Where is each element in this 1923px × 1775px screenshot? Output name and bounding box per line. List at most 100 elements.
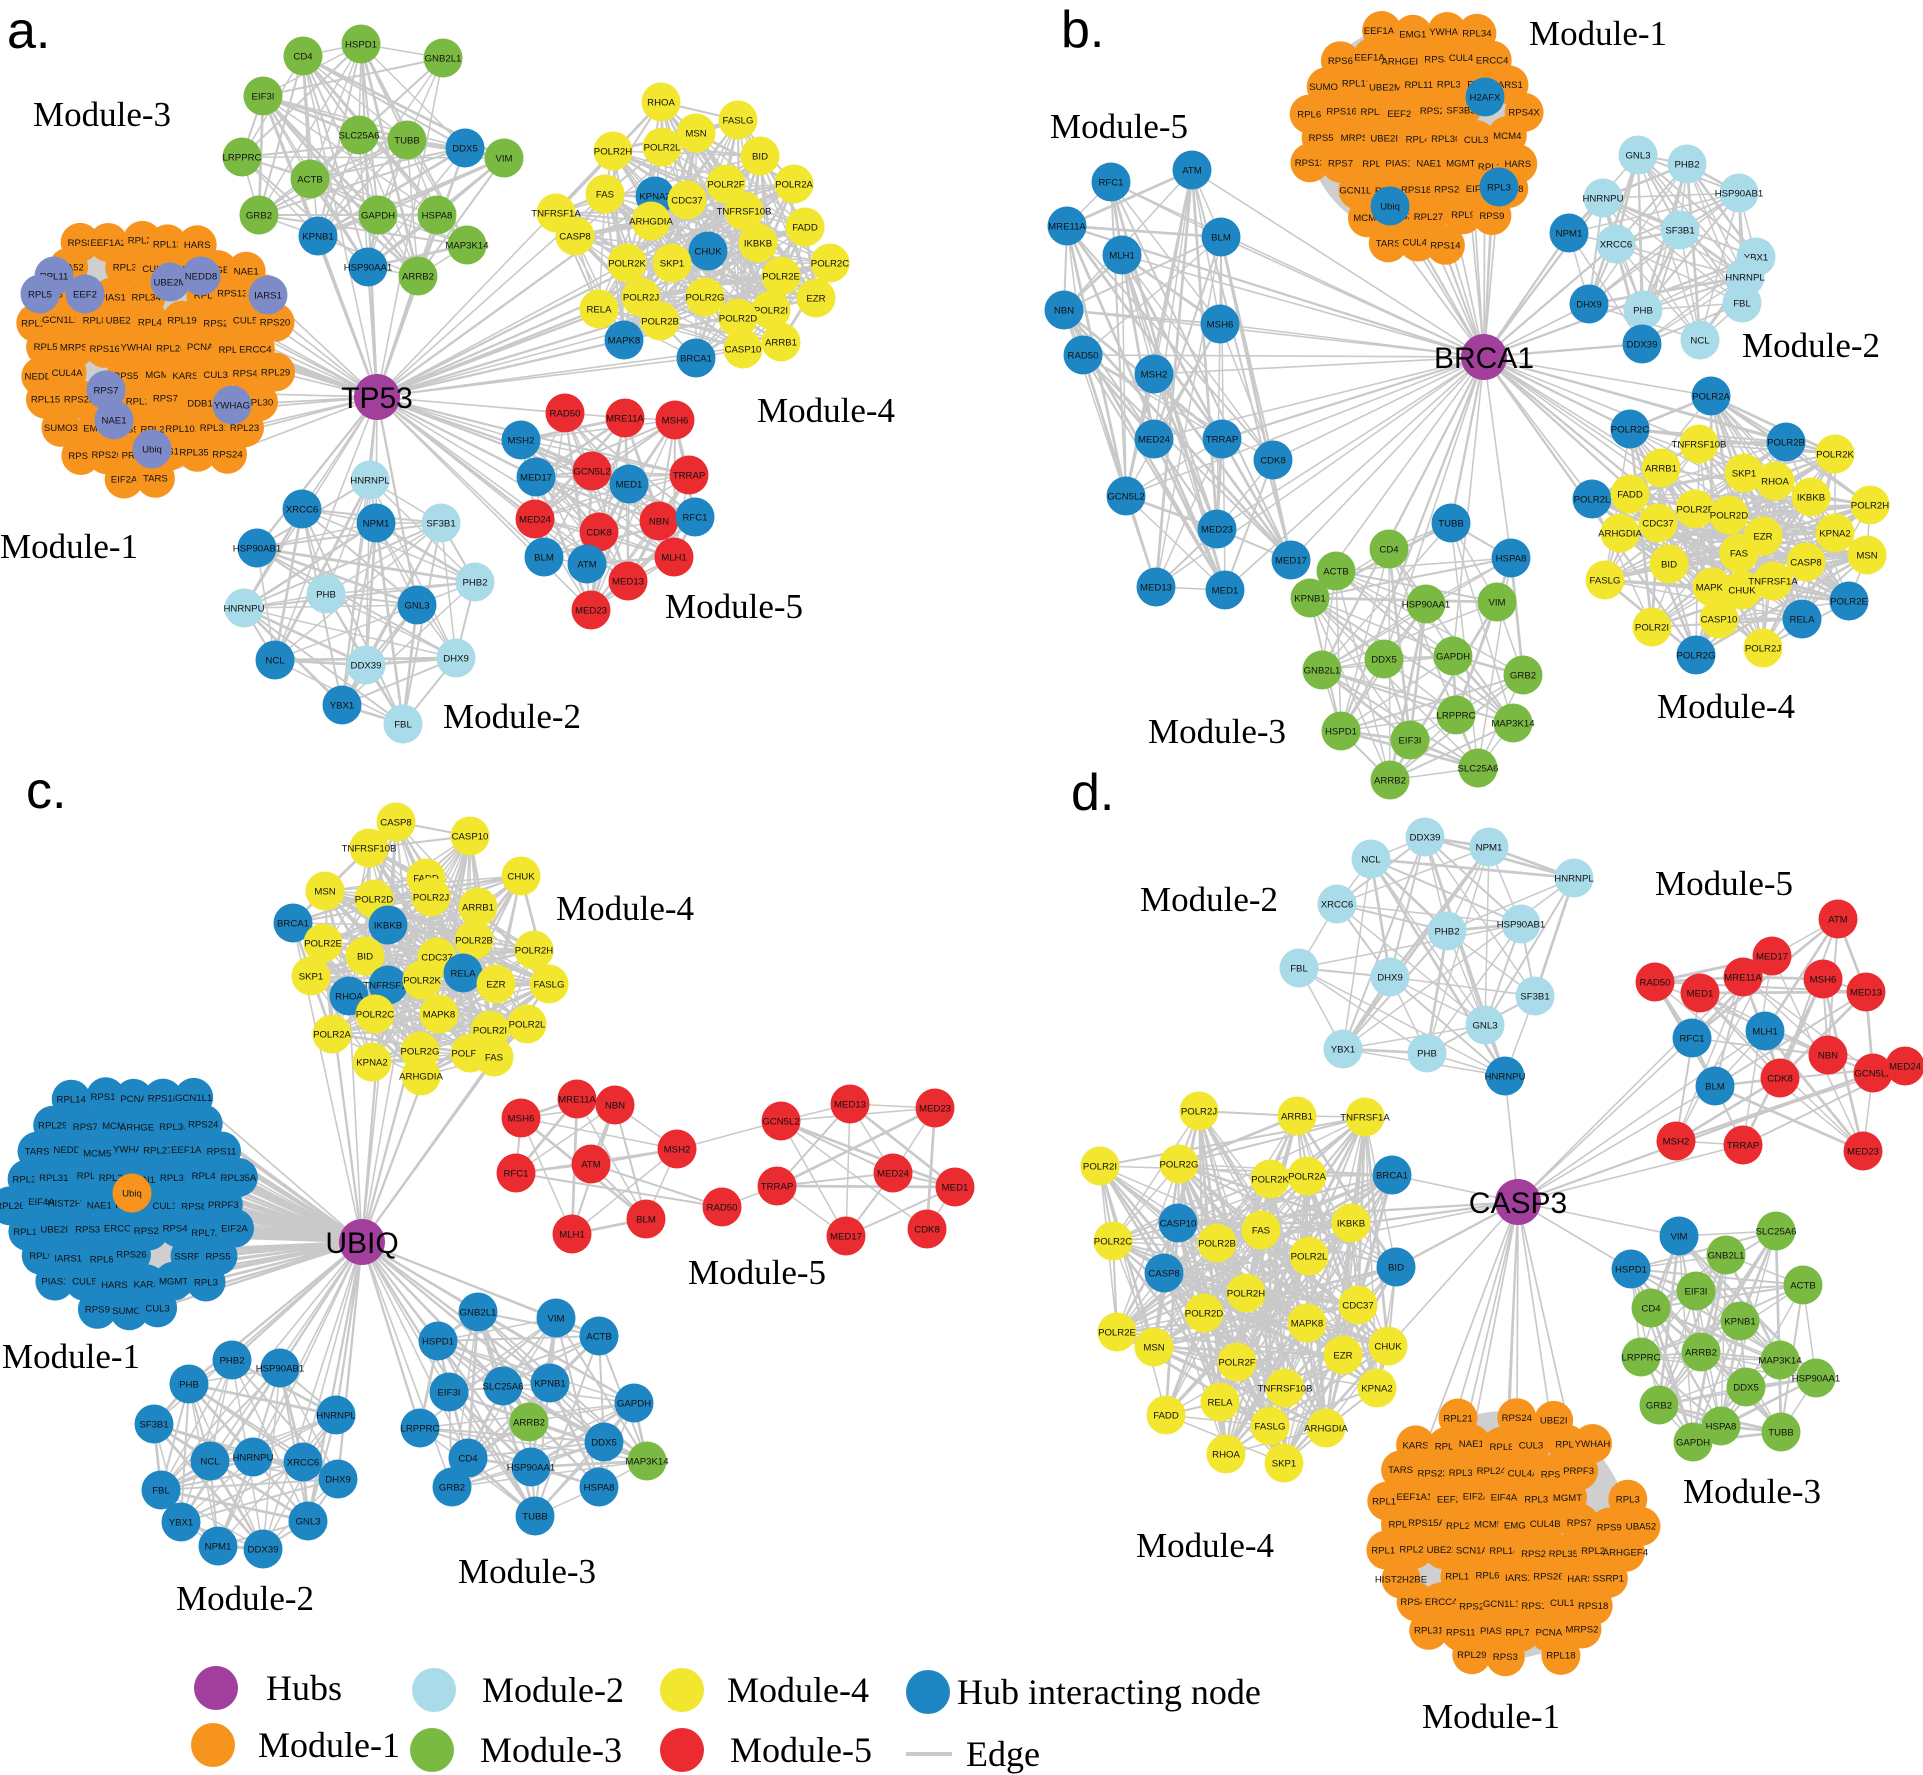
svg-text:CASP10: CASP10 bbox=[725, 344, 762, 355]
svg-text:ARHGEF4: ARHGEF4 bbox=[120, 1123, 166, 1134]
svg-text:SF3B1: SF3B1 bbox=[426, 518, 455, 529]
svg-text:MRE11A: MRE11A bbox=[1724, 972, 1762, 983]
svg-text:Hub interacting node: Hub interacting node bbox=[957, 1672, 1261, 1712]
svg-text:RELA: RELA bbox=[1207, 1397, 1233, 1408]
svg-text:NEDD8: NEDD8 bbox=[25, 372, 58, 383]
svg-text:HSP90AA1: HSP90AA1 bbox=[507, 1462, 556, 1473]
svg-text:TNFRSF10B: TNFRSF10B bbox=[1258, 1383, 1313, 1394]
svg-text:PCNA: PCNA bbox=[1535, 1628, 1562, 1639]
svg-text:LRPPRC: LRPPRC bbox=[401, 1423, 440, 1434]
svg-text:POLR2H: POLR2H bbox=[1851, 500, 1889, 511]
svg-text:DDX39: DDX39 bbox=[351, 660, 382, 671]
svg-text:RPS3: RPS3 bbox=[1493, 1652, 1518, 1663]
svg-text:MSH6: MSH6 bbox=[1207, 319, 1234, 330]
svg-text:POLR2L: POLR2L bbox=[644, 142, 681, 153]
svg-text:RPL36: RPL36 bbox=[1437, 80, 1466, 91]
svg-text:MSH2: MSH2 bbox=[508, 435, 535, 446]
svg-text:Ubiq: Ubiq bbox=[122, 1188, 142, 1199]
svg-text:HNRNPL: HNRNPL bbox=[350, 475, 390, 486]
svg-text:LRPPRC: LRPPRC bbox=[223, 152, 262, 163]
svg-text:MSH2: MSH2 bbox=[1141, 369, 1168, 380]
svg-text:RPL3: RPL3 bbox=[1616, 1495, 1640, 1506]
svg-text:FBL: FBL bbox=[394, 719, 412, 730]
svg-text:CUL4A: CUL4A bbox=[1402, 237, 1434, 248]
svg-text:SKP1: SKP1 bbox=[1272, 1458, 1297, 1469]
svg-text:RPL29: RPL29 bbox=[38, 1121, 67, 1132]
svg-text:RPS5: RPS5 bbox=[205, 1251, 230, 1262]
svg-text:CDK8: CDK8 bbox=[586, 527, 612, 538]
svg-text:CASP8: CASP8 bbox=[380, 817, 411, 828]
svg-text:MCM4: MCM4 bbox=[1493, 131, 1522, 142]
svg-text:EIF3I: EIF3I bbox=[252, 91, 275, 102]
svg-text:MED13: MED13 bbox=[834, 1099, 866, 1110]
svg-text:YBX1: YBX1 bbox=[169, 1517, 194, 1528]
svg-text:CD4: CD4 bbox=[1379, 544, 1399, 555]
svg-text:EIF3I: EIF3I bbox=[438, 1387, 461, 1398]
svg-text:Module-4: Module-4 bbox=[1136, 1526, 1274, 1565]
svg-text:MED23: MED23 bbox=[575, 605, 607, 616]
svg-text:BRCA1: BRCA1 bbox=[277, 918, 309, 929]
svg-text:RPS20: RPS20 bbox=[1434, 184, 1464, 195]
svg-text:ARHGDIA: ARHGDIA bbox=[399, 1071, 443, 1082]
svg-text:RPL30: RPL30 bbox=[160, 1173, 189, 1184]
svg-text:RPL18: RPL18 bbox=[13, 1227, 42, 1238]
svg-text:MED17: MED17 bbox=[830, 1231, 862, 1242]
svg-text:CDC37: CDC37 bbox=[1642, 518, 1673, 529]
svg-text:POLR2A: POLR2A bbox=[1692, 391, 1730, 402]
svg-text:RFC1: RFC1 bbox=[1679, 1033, 1704, 1044]
svg-text:ARRB1: ARRB1 bbox=[765, 337, 797, 348]
svg-text:MED23: MED23 bbox=[1847, 1146, 1879, 1157]
svg-text:BRCA1: BRCA1 bbox=[1434, 342, 1534, 375]
svg-text:RPL34: RPL34 bbox=[1449, 1468, 1479, 1479]
svg-text:Hubs: Hubs bbox=[266, 1668, 342, 1708]
svg-text:MCM5: MCM5 bbox=[1353, 213, 1381, 224]
svg-text:Module-4: Module-4 bbox=[556, 889, 694, 928]
svg-text:RPS18: RPS18 bbox=[1578, 1601, 1608, 1612]
svg-text:MED17: MED17 bbox=[1275, 555, 1307, 566]
svg-text:BID: BID bbox=[1661, 559, 1677, 570]
svg-text:MAPK8: MAPK8 bbox=[1291, 1318, 1324, 1329]
svg-text:MAP3K14: MAP3K14 bbox=[1491, 718, 1535, 729]
svg-text:YWHAH: YWHAH bbox=[1575, 1439, 1611, 1450]
svg-text:HARS: HARS bbox=[101, 1280, 128, 1291]
svg-text:ATM: ATM bbox=[581, 1159, 601, 1170]
svg-text:FASLG: FASLG bbox=[1255, 1421, 1286, 1432]
svg-text:ARRB2: ARRB2 bbox=[1374, 775, 1406, 786]
svg-text:MSH2: MSH2 bbox=[664, 1144, 691, 1155]
svg-text:Module-1: Module-1 bbox=[1422, 1697, 1560, 1736]
svg-text:NEDD8: NEDD8 bbox=[53, 1145, 86, 1156]
svg-text:MED1: MED1 bbox=[1212, 585, 1239, 596]
svg-text:MRPS2: MRPS2 bbox=[1565, 1624, 1598, 1635]
svg-text:NBN: NBN bbox=[649, 516, 669, 527]
svg-text:RPS13: RPS13 bbox=[90, 1092, 120, 1103]
svg-text:NCL: NCL bbox=[1690, 335, 1710, 346]
svg-text:MCM4: MCM4 bbox=[102, 1121, 131, 1132]
svg-text:RHOA: RHOA bbox=[1761, 476, 1789, 487]
svg-text:VIM: VIM bbox=[495, 153, 512, 164]
svg-text:HNRNPU: HNRNPU bbox=[1484, 1071, 1525, 1082]
svg-text:NEDD8: NEDD8 bbox=[185, 271, 218, 282]
svg-text:POLR2F: POLR2F bbox=[451, 1048, 488, 1059]
svg-text:CUL1: CUL1 bbox=[153, 1201, 178, 1212]
svg-text:POLR2L: POLR2L bbox=[1291, 1251, 1328, 1262]
svg-text:EEF1A2: EEF1A2 bbox=[1354, 53, 1390, 64]
svg-text:PIAS1: PIAS1 bbox=[41, 1277, 68, 1288]
svg-text:CDK8: CDK8 bbox=[1260, 455, 1286, 466]
svg-text:RPS7: RPS7 bbox=[1328, 159, 1353, 170]
svg-text:POLR2L: POLR2L bbox=[1574, 494, 1611, 505]
svg-text:CASP8: CASP8 bbox=[1790, 557, 1821, 568]
svg-text:FASLG: FASLG bbox=[1590, 575, 1621, 586]
svg-text:RPL6: RPL6 bbox=[194, 290, 218, 301]
svg-text:POLR2H: POLR2H bbox=[594, 146, 632, 157]
svg-text:POLR2I: POLR2I bbox=[1635, 622, 1669, 633]
svg-text:EIF4A: EIF4A bbox=[1466, 184, 1493, 195]
svg-text:MED13: MED13 bbox=[1850, 987, 1882, 998]
svg-text:POLR2E: POLR2E bbox=[1830, 596, 1868, 607]
svg-text:RPS3: RPS3 bbox=[1424, 55, 1449, 66]
svg-text:EZR: EZR bbox=[1753, 531, 1772, 542]
svg-text:YWHAH: YWHAH bbox=[120, 343, 156, 354]
svg-text:GAPDH: GAPDH bbox=[1676, 1437, 1710, 1448]
svg-text:Module-5: Module-5 bbox=[665, 587, 803, 626]
svg-text:RPL27: RPL27 bbox=[1414, 212, 1443, 223]
svg-text:Module-4: Module-4 bbox=[1657, 687, 1795, 726]
